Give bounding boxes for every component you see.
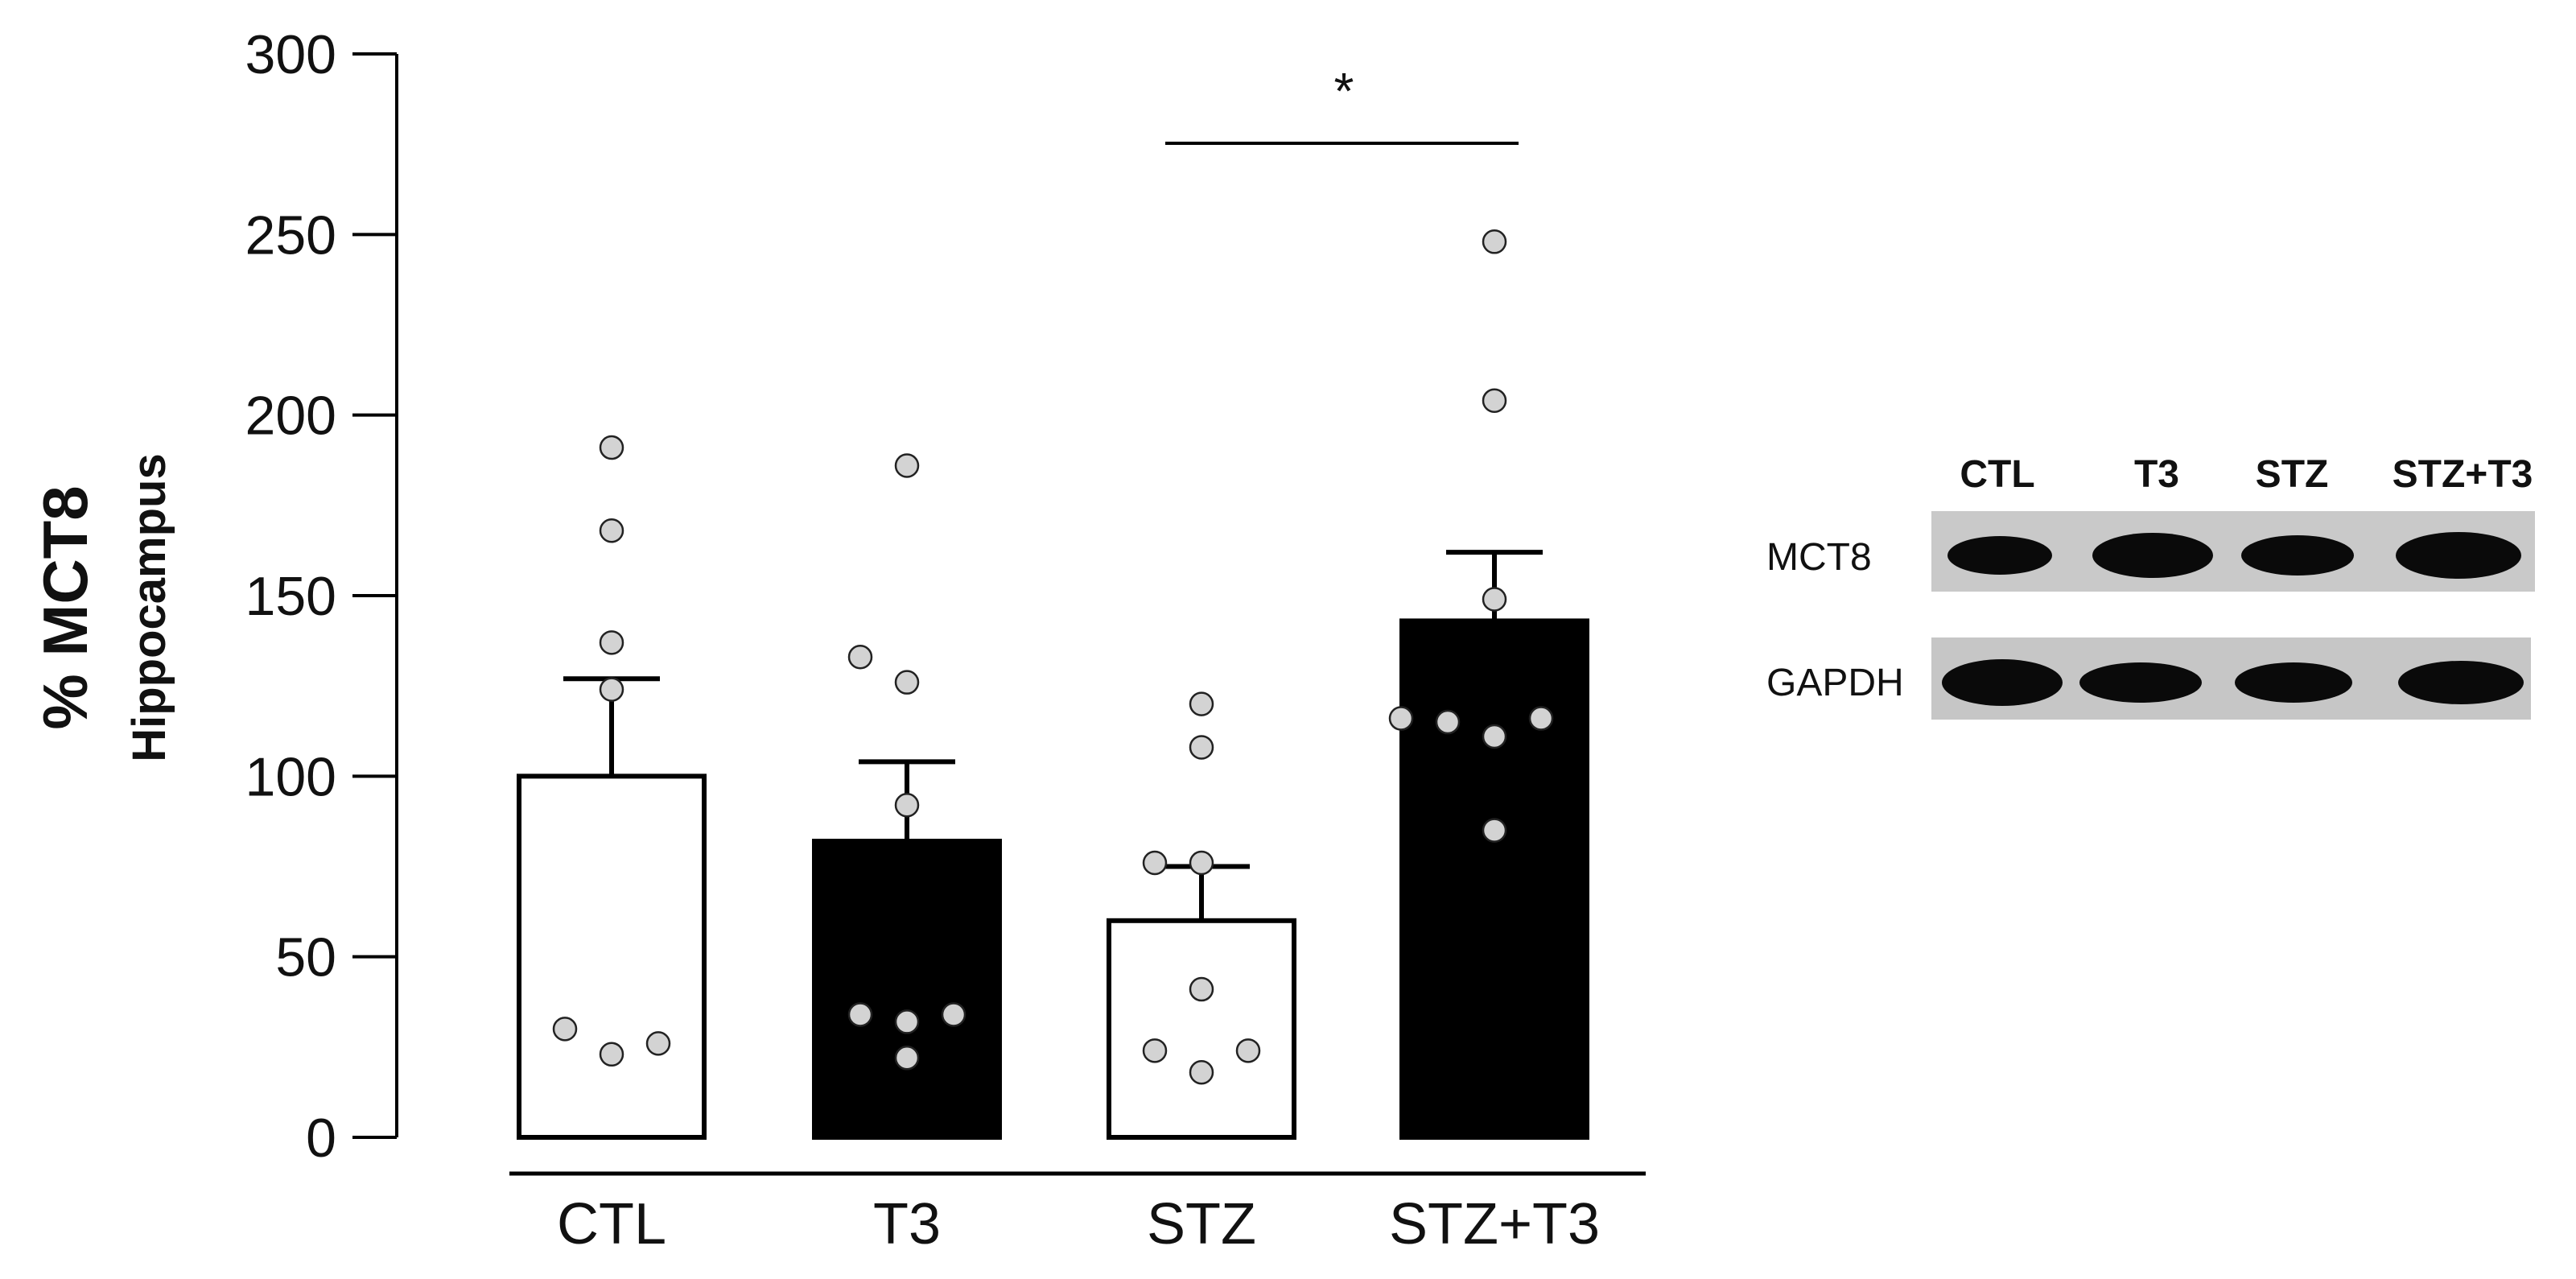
data-point xyxy=(1189,1059,1214,1085)
blot-band xyxy=(2241,535,2354,576)
data-point xyxy=(599,518,624,543)
significance-label: * xyxy=(1334,62,1354,120)
blot-column-label: CTL xyxy=(1960,453,2034,496)
data-point xyxy=(894,453,920,478)
y-tick-label: 250 xyxy=(245,204,336,266)
blot-row-label: GAPDH xyxy=(1766,662,1904,704)
data-point xyxy=(1189,850,1214,876)
blot-column-label: T3 xyxy=(2134,453,2179,496)
blot-band xyxy=(2092,533,2213,578)
category-labels: CTL T3 STZ STZ+T3 xyxy=(557,1192,1600,1256)
blot-band xyxy=(2235,662,2352,703)
data-point xyxy=(847,645,873,670)
significance-marker: * xyxy=(1165,62,1519,145)
bar xyxy=(517,774,707,1140)
data-point xyxy=(1435,709,1461,735)
data-point xyxy=(1142,850,1168,876)
blot-row-label: MCT8 xyxy=(1766,536,1872,579)
data-point xyxy=(1142,1038,1168,1063)
data-point xyxy=(1482,587,1507,612)
data-point xyxy=(847,1002,873,1027)
x-category-label: T3 xyxy=(873,1192,941,1256)
y-tick-label: 100 xyxy=(245,746,336,807)
data-point xyxy=(1528,706,1554,731)
data-point xyxy=(1482,229,1507,254)
data-point xyxy=(1388,706,1414,731)
x-category-label: STZ+T3 xyxy=(1389,1192,1600,1256)
y-ticks: 0 50 100 150 200 250 300 xyxy=(245,24,397,1169)
data-point xyxy=(599,677,624,702)
data-point xyxy=(645,1031,671,1056)
data-point xyxy=(894,670,920,695)
bar xyxy=(1399,618,1589,1140)
data-point xyxy=(599,435,624,460)
blot-column-label: STZ xyxy=(2256,453,2329,496)
y-axis-label: % MCT8 xyxy=(30,485,101,729)
data-point xyxy=(599,630,624,655)
data-point xyxy=(1235,1038,1261,1063)
y-tick-label: 0 xyxy=(306,1108,336,1169)
bar xyxy=(1107,918,1296,1141)
bar xyxy=(812,839,1002,1141)
x-category-label: STZ xyxy=(1147,1192,1256,1256)
data-point xyxy=(894,792,920,818)
data-point xyxy=(1482,724,1507,749)
bars xyxy=(517,618,1589,1141)
y-tick-label: 50 xyxy=(275,927,336,988)
y-tick-label: 150 xyxy=(245,566,336,627)
data-point xyxy=(1189,976,1214,1002)
data-point xyxy=(941,1002,967,1027)
blot-column-label: STZ+T3 xyxy=(2393,453,2533,496)
western-blot: CTL T3 STZ STZ+T3 MCT8 GAPDH xyxy=(1766,453,2535,720)
blot-band xyxy=(1947,536,2052,575)
blot-band xyxy=(1942,659,2063,706)
data-point xyxy=(1189,735,1214,760)
data-point xyxy=(894,1009,920,1034)
data-point xyxy=(1189,691,1214,716)
y-tick-label: 200 xyxy=(245,386,336,447)
error-bars xyxy=(563,550,1543,921)
blot-band xyxy=(2398,661,2524,704)
data-point xyxy=(552,1017,578,1042)
blot-band xyxy=(2079,662,2202,703)
data-point xyxy=(599,1042,624,1067)
data-points xyxy=(552,229,1554,1085)
data-point xyxy=(1482,388,1507,413)
y-axis-sublabel: Hippocampus xyxy=(123,453,175,762)
x-category-label: CTL xyxy=(557,1192,666,1256)
blot-band xyxy=(2396,532,2521,579)
y-tick-label: 300 xyxy=(245,24,336,85)
data-point xyxy=(894,1046,920,1071)
data-point xyxy=(1482,818,1507,843)
